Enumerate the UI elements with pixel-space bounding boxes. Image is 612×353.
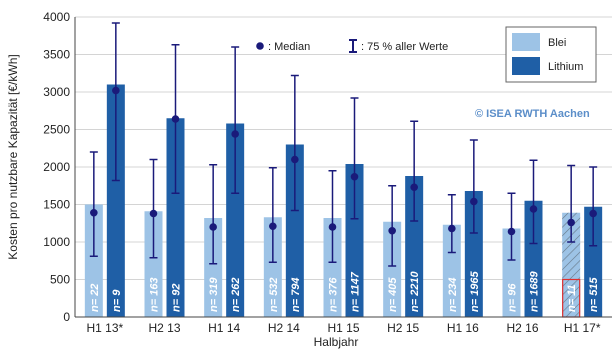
median-marker-blei-1 [149, 209, 158, 218]
median-marker-blei-7 [507, 227, 516, 236]
bars: n= 22 n= 9 n= 163 n= 92 n= 319 n= 262 n= 532 n=… [84, 84, 603, 318]
n-label-blei-0: n= 22 [89, 284, 101, 312]
x-tick-label-7: H2 16 [506, 321, 538, 335]
median-marker-lithium-7 [529, 205, 538, 213]
legend: Blei Lithium [505, 26, 597, 83]
legend-range-label: : 75 % aller Werte [361, 41, 448, 53]
y-tick-label-1: 500 [50, 273, 70, 287]
x-tick-label-0: H1 13* [86, 321, 123, 335]
bar-lithium-0 [106, 84, 125, 317]
x-tick-label-8: H1 17* [564, 321, 601, 335]
n-label-lithium-5: n= 2210 [409, 270, 421, 312]
x-axis-title: Halbjahr [314, 335, 359, 349]
legend-swatch-blei [512, 33, 540, 51]
median-marker-lithium-5 [410, 183, 418, 192]
bar-lithium-3 [285, 144, 304, 317]
median-marker-blei-8 [567, 218, 575, 227]
n-label-lithium-8: n= 515 [588, 277, 600, 312]
bar-lithium-8 [584, 206, 603, 317]
y-tick-label-5: 2500 [43, 123, 70, 137]
legend-marker-key: : Median : 75 % aller Werte [256, 39, 448, 53]
bar-lithium-2 [226, 123, 245, 317]
n-label-lithium-4: n= 1147 [350, 271, 362, 312]
n-label-lithium-0: n= 9 [111, 289, 123, 312]
median-marker-lithium-0 [112, 86, 120, 95]
bar-lithium-5 [405, 176, 424, 317]
median-marker-blei-0 [90, 208, 98, 217]
n-label-blei-8: n= 11 [566, 284, 578, 312]
bar-blei-2 [204, 218, 223, 317]
median-marker-lithium-2 [231, 130, 239, 138]
legend-range-marker [349, 39, 357, 53]
x-tick-label-6: H1 16 [447, 321, 479, 335]
bar-blei-3 [263, 217, 282, 317]
watermark: © ISEA RWTH Aachen [475, 108, 590, 120]
n-label-blei-4: n= 376 [328, 277, 340, 312]
median-marker-blei-3 [269, 222, 277, 231]
legend-median-label: : Median [268, 41, 310, 53]
median-marker-blei-2 [209, 223, 217, 231]
median-marker-lithium-1 [171, 115, 180, 123]
n-label-lithium-1: n= 92 [171, 284, 183, 312]
legend-label-lithium: Lithium [548, 61, 583, 73]
x-tick-label-1: H2 13 [148, 321, 180, 335]
bar-hatch-8 [562, 212, 581, 317]
y-tick-label-8: 4000 [43, 10, 70, 24]
n-label-blei-3: n= 532 [268, 277, 280, 312]
legend-label-blei: Blei [548, 37, 566, 49]
median-marker-blei-5 [388, 226, 396, 235]
axes: 0 500 1000 1500 2000 2500 3000 3500 4000 H1 13* H2… [43, 10, 612, 335]
n-label-lithium-7: n= 1689 [529, 270, 541, 312]
bar-blei-6 [442, 224, 461, 317]
median-marker-blei-6 [448, 224, 456, 233]
bar-blei-7 [502, 228, 521, 317]
n-label-blei-7: n= 96 [507, 283, 519, 312]
bar-lithium-4 [345, 164, 364, 317]
n-label-blei-5: n= 405 [387, 277, 399, 312]
median-marker-lithium-8 [589, 209, 597, 218]
bar-blei-1 [144, 211, 163, 317]
grid-lines [75, 16, 612, 318]
bar-blei-4 [323, 218, 342, 317]
legend-swatch-lithium [512, 57, 540, 75]
n-label-lithium-3: n= 794 [290, 277, 302, 312]
bar-lithium-7 [524, 200, 543, 317]
y-tick-label-2: 1000 [43, 235, 70, 249]
y-tick-label-3: 1500 [43, 198, 70, 212]
x-tick-label-4: H1 15 [327, 321, 359, 335]
x-tick-label-2: H1 14 [208, 321, 240, 335]
y-tick-label-0: 0 [63, 310, 70, 324]
y-tick-label-7: 3500 [43, 48, 70, 62]
y-tick-label-4: 2000 [43, 160, 70, 174]
x-tick-label-3: H2 14 [268, 321, 300, 335]
median-marker-blei-4 [328, 223, 337, 231]
y-tick-label-6: 3000 [43, 85, 70, 99]
median-marker-lithium-3 [291, 155, 299, 164]
bar-lithium-1 [166, 118, 185, 317]
median-marker-lithium-4 [350, 172, 359, 181]
n-label-lithium-2: n= 262 [230, 277, 242, 312]
n-label-blei-6: n= 234 [447, 277, 459, 312]
n-label-lithium-6: n= 1965 [469, 270, 481, 312]
bar-blei-0 [84, 204, 103, 317]
bar-lithium-6 [464, 191, 483, 317]
y-axis-title: Kosten pro nutzbare Kapazität [€/kWh] [6, 54, 20, 259]
legend-median-marker [256, 42, 264, 50]
median-marker-lithium-6 [470, 197, 478, 206]
bar-blei-5 [383, 221, 402, 317]
error-bars [89, 22, 598, 267]
n-label-blei-2: n= 319 [208, 277, 220, 312]
n-label-blei-1: n= 163 [149, 277, 161, 312]
x-tick-label-5: H2 15 [387, 321, 419, 335]
